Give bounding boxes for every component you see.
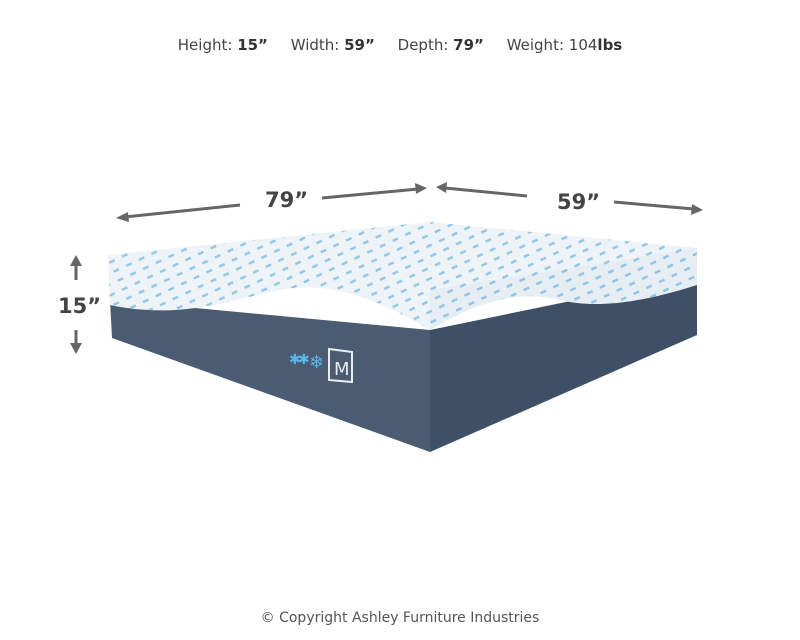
svg-text:✱: ✱ [289, 352, 301, 368]
base-front-face [110, 300, 430, 452]
width-label: Width: [290, 36, 340, 54]
width-arrow-left [444, 186, 528, 198]
copyright: © Copyright Ashley Furniture Industries [260, 610, 540, 626]
weight-unit: lbs [597, 36, 623, 54]
width-label: 59” [557, 190, 601, 214]
height-label: 15” [58, 294, 102, 318]
height-spec: Height: 15” [178, 36, 268, 54]
snowflake-icon: ✱✱ ❄ [289, 352, 324, 373]
brand-logo: M [328, 347, 353, 384]
height-label: Height: [177, 36, 233, 54]
weight-spec: Weight: 104lbs [507, 36, 623, 54]
depth-spec: Depth: 79” [398, 36, 484, 54]
width-value: 59” [344, 36, 375, 54]
width-arrow-right [613, 200, 695, 211]
spec-line: Height: 15” Width: 59” Depth: 79” Weight… [0, 36, 800, 54]
depth-label: Depth: [397, 36, 449, 54]
length-label: 79” [265, 188, 309, 212]
length-arrow-right [321, 187, 419, 200]
svg-text:M: M [334, 359, 350, 380]
length-arrow-left [124, 203, 241, 219]
depth-value: 79” [453, 36, 484, 54]
weight-label: Weight: [506, 36, 564, 54]
base-side-face [430, 275, 697, 452]
svg-text:❄: ❄ [309, 352, 324, 373]
height-value: 15” [237, 36, 268, 54]
dimension-arrows [70, 182, 703, 354]
width-spec: Width: 59” [291, 36, 375, 54]
svg-text:✱: ✱ [298, 352, 310, 368]
weight-value: 104 [568, 36, 598, 54]
